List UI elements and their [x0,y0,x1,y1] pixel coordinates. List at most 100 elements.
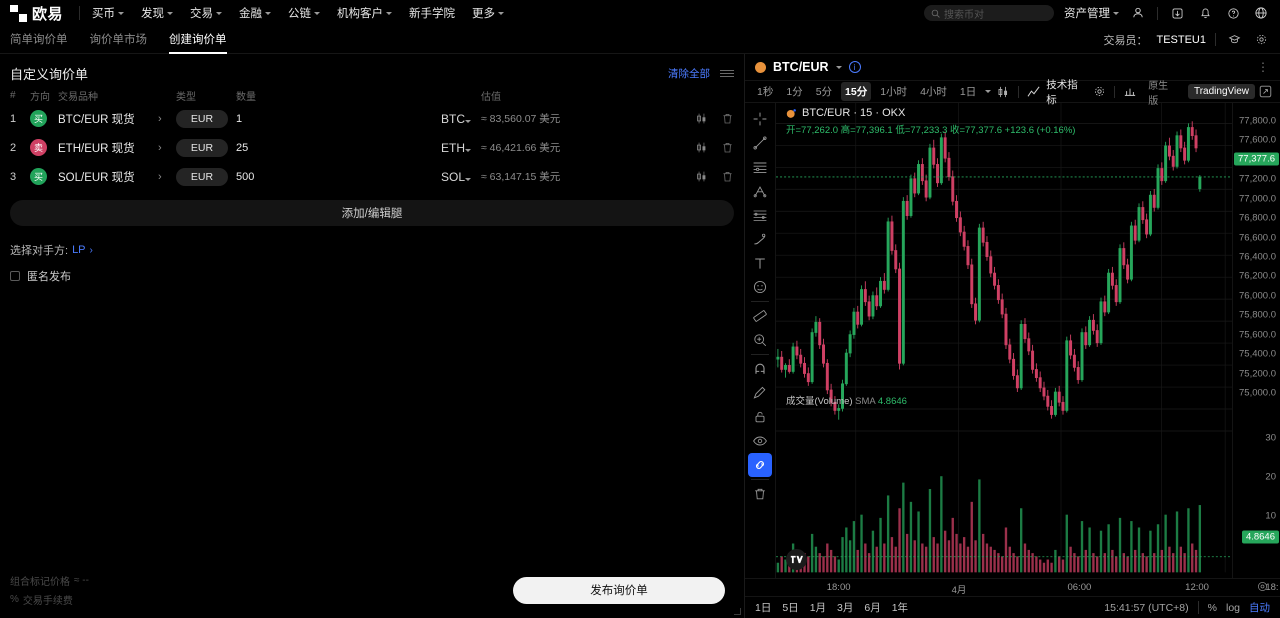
time-axis-settings-icon[interactable] [1257,581,1268,592]
nav-item-academy[interactable]: 新手学院 [409,5,455,21]
delete-icon[interactable] [721,112,734,125]
bell-icon[interactable] [1196,4,1214,22]
scale-auto-button[interactable]: 自动 [1249,602,1270,614]
chart-pair-title[interactable]: BTC/EUR [773,60,829,74]
info-icon[interactable]: i [848,61,861,73]
quantity-input[interactable]: 1 [236,112,243,125]
download-icon[interactable] [1168,4,1186,22]
range-1mo[interactable]: 1月 [809,602,827,614]
pitchfork-icon[interactable] [748,179,772,203]
resize-handle[interactable] [734,608,741,615]
nav-item-buy-crypto[interactable]: 买币 [92,5,125,21]
table-row[interactable]: 2 卖 ETH/EUR 现货 › EUR 25 ETH ≈ 46,421.66 … [6,133,738,162]
emoji-icon[interactable] [748,275,772,299]
tab-rfq-market[interactable]: 询价单市场 [89,33,148,46]
help-icon[interactable] [1224,4,1242,22]
nav-item-more[interactable]: 更多 [472,5,505,21]
timeframe-1s[interactable]: 1秒 [757,86,774,98]
fullscreen-icon[interactable] [1259,85,1272,98]
settings-gear-icon[interactable] [1252,31,1270,49]
panel-menu-icon[interactable] [720,69,734,77]
stay-in-drawing-mode-icon[interactable] [748,381,772,405]
currency-select[interactable]: BTC [441,112,481,126]
hide-drawings-eye-icon[interactable] [748,429,772,453]
nav-item-finance[interactable]: 金融 [239,5,272,21]
range-6mo[interactable]: 6月 [864,602,881,614]
chart-type-icon[interactable] [996,86,1010,98]
type-pill[interactable]: EUR [176,167,228,186]
delete-icon[interactable] [721,141,734,154]
brand-logo[interactable]: 欧易 [10,3,63,24]
tab-create-rfq[interactable]: 创建询价单 [169,26,227,54]
chevron-right-icon[interactable]: › [158,170,162,183]
remove-drawings-trash-icon[interactable] [748,482,772,506]
chevron-right-icon[interactable]: › [158,141,162,154]
chevron-right-icon[interactable]: › [158,112,162,125]
chevron-down-icon[interactable] [985,90,992,93]
text-tool-icon[interactable] [748,251,772,275]
nav-item-institutional[interactable]: 机构客户 [337,5,393,21]
table-row[interactable]: 3 买 SOL/EUR 现货 › EUR 500 SOL ≈ 63,147.15… [6,162,738,191]
timeframe-1d[interactable]: 1日 [959,86,977,98]
scale-percent-button[interactable]: % [1207,601,1217,614]
quantity-input[interactable]: 25 [236,141,249,154]
chart-plot-area[interactable]: BTC/EUR · 15 · OKX 开=77,262.0 高=77,396.1… [776,103,1232,578]
clear-all-button[interactable]: 清除全部 [668,67,710,80]
chart-settings-gear-icon[interactable] [1093,85,1106,98]
measure-ruler-icon[interactable] [748,304,772,328]
indicators-label[interactable]: 技术指标 [1046,78,1078,106]
chevron-right-icon[interactable]: › [89,244,93,256]
magnet-icon[interactable] [748,357,772,381]
counterparty-value[interactable]: LP [72,244,86,256]
graduation-cap-icon[interactable] [1225,31,1243,49]
range-1y[interactable]: 1年 [891,602,909,614]
price-axis[interactable]: 77,800.077,600.077,400.077,200.077,000.0… [1232,103,1280,578]
tab-simple-rfq[interactable]: 简单询价单 [10,33,68,46]
chart-panel-menu-icon[interactable]: ⋮ [1257,60,1270,74]
nav-item-chain[interactable]: 公链 [288,5,321,21]
timeframe-15m[interactable]: 15分 [841,82,872,101]
horizontal-lines-icon[interactable] [748,155,772,179]
snapshot-icon[interactable] [1123,86,1137,98]
view-native-button[interactable]: 原生版 [1148,80,1169,107]
anonymous-checkbox[interactable] [10,271,20,281]
row-side[interactable]: 买 [30,110,58,127]
candlestick-icon[interactable] [695,112,708,125]
candlestick-icon[interactable] [695,141,708,154]
range-3mo[interactable]: 3月 [837,602,854,614]
row-side[interactable]: 卖 [30,139,58,156]
row-side[interactable]: 买 [30,168,58,185]
lock-icon[interactable] [748,405,772,429]
brush-icon[interactable] [748,227,772,251]
indicators-icon[interactable] [1027,86,1041,98]
globe-icon[interactable] [1252,4,1270,22]
type-pill[interactable]: EUR [176,109,228,128]
chevron-down-icon[interactable] [835,65,842,69]
range-5d[interactable]: 5日 [782,602,799,614]
publish-rfq-button[interactable]: 发布询价单 [513,576,725,604]
timeframe-5m[interactable]: 5分 [815,86,833,98]
add-edit-leg-button[interactable]: 添加/编辑腿 [10,200,734,226]
link-drawings-icon[interactable] [748,453,772,477]
nav-item-discover[interactable]: 发现 [141,5,174,21]
fibonacci-icon[interactable] [748,203,772,227]
time-axis[interactable]: 18:00 4月 06:00 12:00 18: [745,578,1280,596]
quantity-input[interactable]: 500 [236,170,255,183]
range-1d[interactable]: 1日 [755,602,772,614]
trend-line-icon[interactable] [748,131,772,155]
zoom-in-icon[interactable] [748,328,772,352]
timeframe-1h[interactable]: 1小时 [880,86,908,98]
nav-item-asset-management[interactable]: 资产管理 [1064,5,1119,21]
candlestick-icon[interactable] [695,170,708,183]
currency-select[interactable]: ETH [441,141,481,155]
table-row[interactable]: 1 买 BTC/EUR 现货 › EUR 1 BTC ≈ 83,560.07 美… [6,104,738,133]
search-input[interactable]: 搜索币对 [924,5,1054,21]
type-pill[interactable]: EUR [176,138,228,157]
user-icon[interactable] [1129,4,1147,22]
scale-log-button[interactable]: log [1225,601,1240,614]
nav-item-trade[interactable]: 交易 [190,5,223,21]
timeframe-4h[interactable]: 4小时 [920,86,947,98]
delete-icon[interactable] [721,170,734,183]
view-tradingview-button[interactable]: TradingView [1187,84,1256,99]
timeframe-1m[interactable]: 1分 [786,86,803,98]
